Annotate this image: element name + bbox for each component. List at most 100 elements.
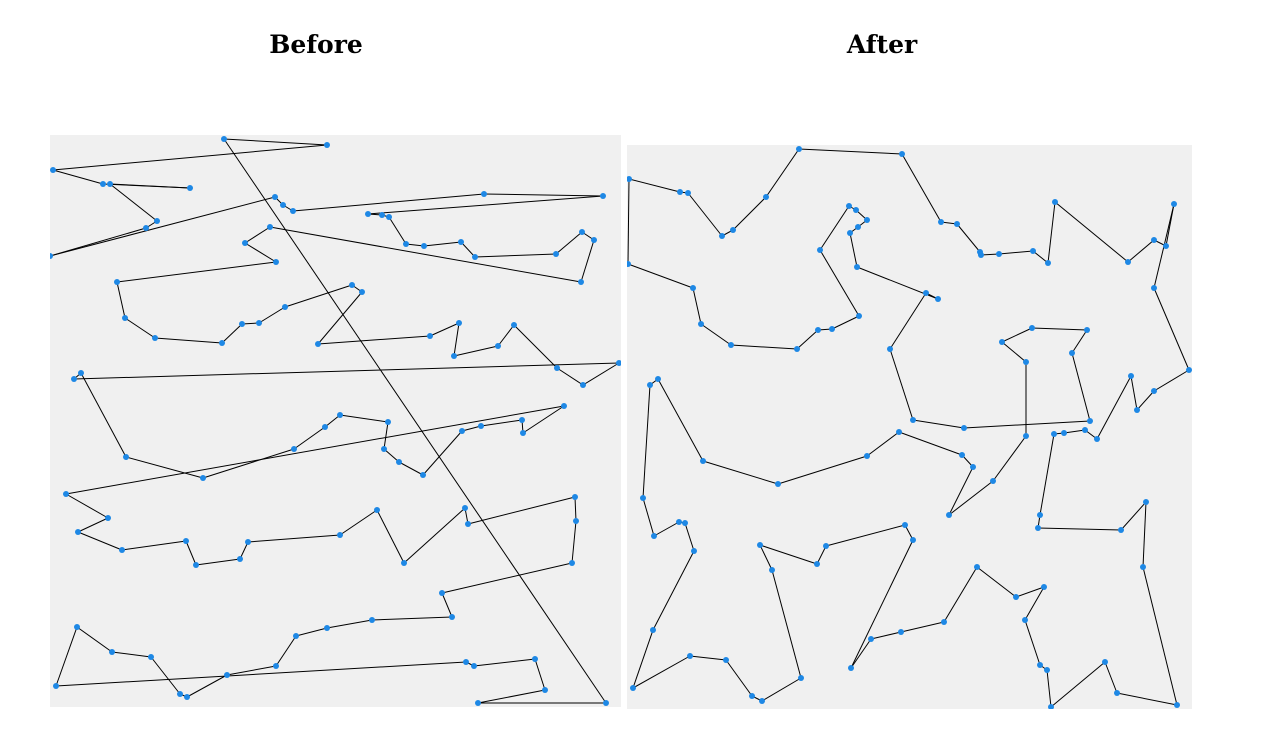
after-tour-plot bbox=[627, 145, 1192, 709]
before-city-node bbox=[50, 167, 56, 173]
after-city-node bbox=[1114, 690, 1120, 696]
after-tour-edge bbox=[998, 250, 1034, 255]
before-tour-edge bbox=[371, 616, 453, 621]
before-city-node bbox=[337, 532, 343, 538]
before-city-node bbox=[245, 539, 251, 545]
before-city-node bbox=[616, 360, 621, 366]
before-city-node bbox=[495, 343, 501, 349]
after-tour-edge bbox=[1142, 566, 1178, 706]
after-tour-edge bbox=[1039, 433, 1055, 516]
before-city-node bbox=[421, 243, 427, 249]
after-tour-edge bbox=[1050, 661, 1106, 708]
before-tour-edge bbox=[55, 661, 467, 687]
before-city-node bbox=[148, 654, 154, 660]
before-city-node bbox=[293, 633, 299, 639]
after-city-node bbox=[999, 339, 1005, 345]
before-city-node bbox=[580, 382, 586, 388]
before-tour-edge bbox=[453, 322, 460, 357]
after-city-node bbox=[868, 636, 874, 642]
before-city-node bbox=[219, 340, 225, 346]
before-tour-edge bbox=[111, 651, 152, 658]
before-tour-edge bbox=[223, 138, 607, 704]
before-city-node bbox=[273, 259, 279, 265]
after-tour-edge bbox=[849, 232, 858, 268]
before-city-node bbox=[451, 353, 457, 359]
after-city-node bbox=[974, 564, 980, 570]
after-city-node bbox=[690, 285, 696, 291]
before-city-node bbox=[374, 507, 380, 513]
before-tour-edge bbox=[239, 541, 249, 560]
after-tour-edge bbox=[825, 524, 906, 547]
before-tour-edge bbox=[121, 540, 187, 551]
before-tour-edge bbox=[293, 426, 326, 450]
before-tour-edge bbox=[226, 665, 277, 676]
after-city-node bbox=[902, 522, 908, 528]
before-city-node bbox=[177, 691, 183, 697]
after-tour-edge bbox=[684, 522, 695, 552]
after-city-node bbox=[856, 313, 862, 319]
after-tour-edge bbox=[1104, 661, 1118, 694]
after-city-node bbox=[1125, 259, 1131, 265]
after-tour-edge bbox=[831, 315, 860, 330]
before-tour-edge bbox=[195, 558, 241, 566]
before-city-node bbox=[600, 193, 606, 199]
before-city-node bbox=[324, 142, 330, 148]
before-city-node bbox=[322, 424, 328, 430]
after-city-node bbox=[691, 548, 697, 554]
after-city-node bbox=[1102, 659, 1108, 665]
after-tour-edge bbox=[1130, 375, 1138, 411]
after-city-node bbox=[1143, 499, 1149, 505]
before-tour-edge bbox=[80, 372, 127, 458]
after-tour-edge bbox=[1071, 329, 1088, 354]
before-city-node bbox=[553, 251, 559, 257]
after-city-node bbox=[698, 321, 704, 327]
after-city-node bbox=[910, 537, 916, 543]
after-tour-edge bbox=[1024, 586, 1045, 621]
after-city-node bbox=[1171, 201, 1177, 207]
before-city-node bbox=[379, 212, 385, 218]
after-tour-edge bbox=[901, 153, 942, 223]
after-tour-edge bbox=[642, 497, 655, 537]
before-tour-edge bbox=[339, 414, 389, 423]
after-tour-edge bbox=[732, 196, 767, 231]
after-city-node bbox=[899, 151, 905, 157]
after-tour-edge bbox=[796, 329, 819, 350]
after-city-node bbox=[823, 543, 829, 549]
before-tour-edge bbox=[326, 619, 373, 629]
before-city-node bbox=[420, 472, 426, 478]
before-city-node bbox=[143, 225, 149, 231]
after-tour-edge bbox=[1153, 369, 1190, 392]
before-tour-edge bbox=[150, 656, 181, 695]
before-city-node bbox=[107, 181, 113, 187]
before-tour-edge bbox=[275, 635, 297, 667]
after-tour-edge bbox=[1136, 390, 1155, 411]
after-city-node bbox=[1128, 373, 1134, 379]
after-tour-edge bbox=[759, 544, 818, 565]
before-tour-edge bbox=[441, 562, 573, 594]
before-city-node bbox=[152, 335, 158, 341]
after-tour-edge bbox=[898, 431, 963, 456]
after-tour-edge bbox=[816, 545, 827, 565]
after-city-node bbox=[864, 217, 870, 223]
after-city-node bbox=[848, 665, 854, 671]
before-city-node bbox=[74, 624, 80, 630]
after-tour-edge bbox=[702, 460, 779, 485]
after-city-node bbox=[1134, 407, 1140, 413]
after-city-node bbox=[887, 346, 893, 352]
after-tour-edge bbox=[627, 263, 694, 289]
before-city-node bbox=[154, 218, 160, 224]
before-tour-edge bbox=[497, 324, 515, 347]
before-tour-edge bbox=[247, 534, 341, 543]
after-city-node bbox=[775, 481, 781, 487]
after-tour-edge bbox=[1046, 669, 1052, 708]
after-tour-edge bbox=[1096, 375, 1132, 440]
after-city-node bbox=[954, 221, 960, 227]
before-city-node bbox=[481, 191, 487, 197]
after-city-node bbox=[627, 176, 632, 182]
before-tour-edge bbox=[317, 335, 431, 345]
before-city-node bbox=[386, 214, 392, 220]
before-tour-edge bbox=[186, 674, 228, 698]
before-city-node bbox=[458, 239, 464, 245]
before-tour-edge bbox=[461, 425, 482, 432]
after-city-node bbox=[676, 519, 682, 525]
